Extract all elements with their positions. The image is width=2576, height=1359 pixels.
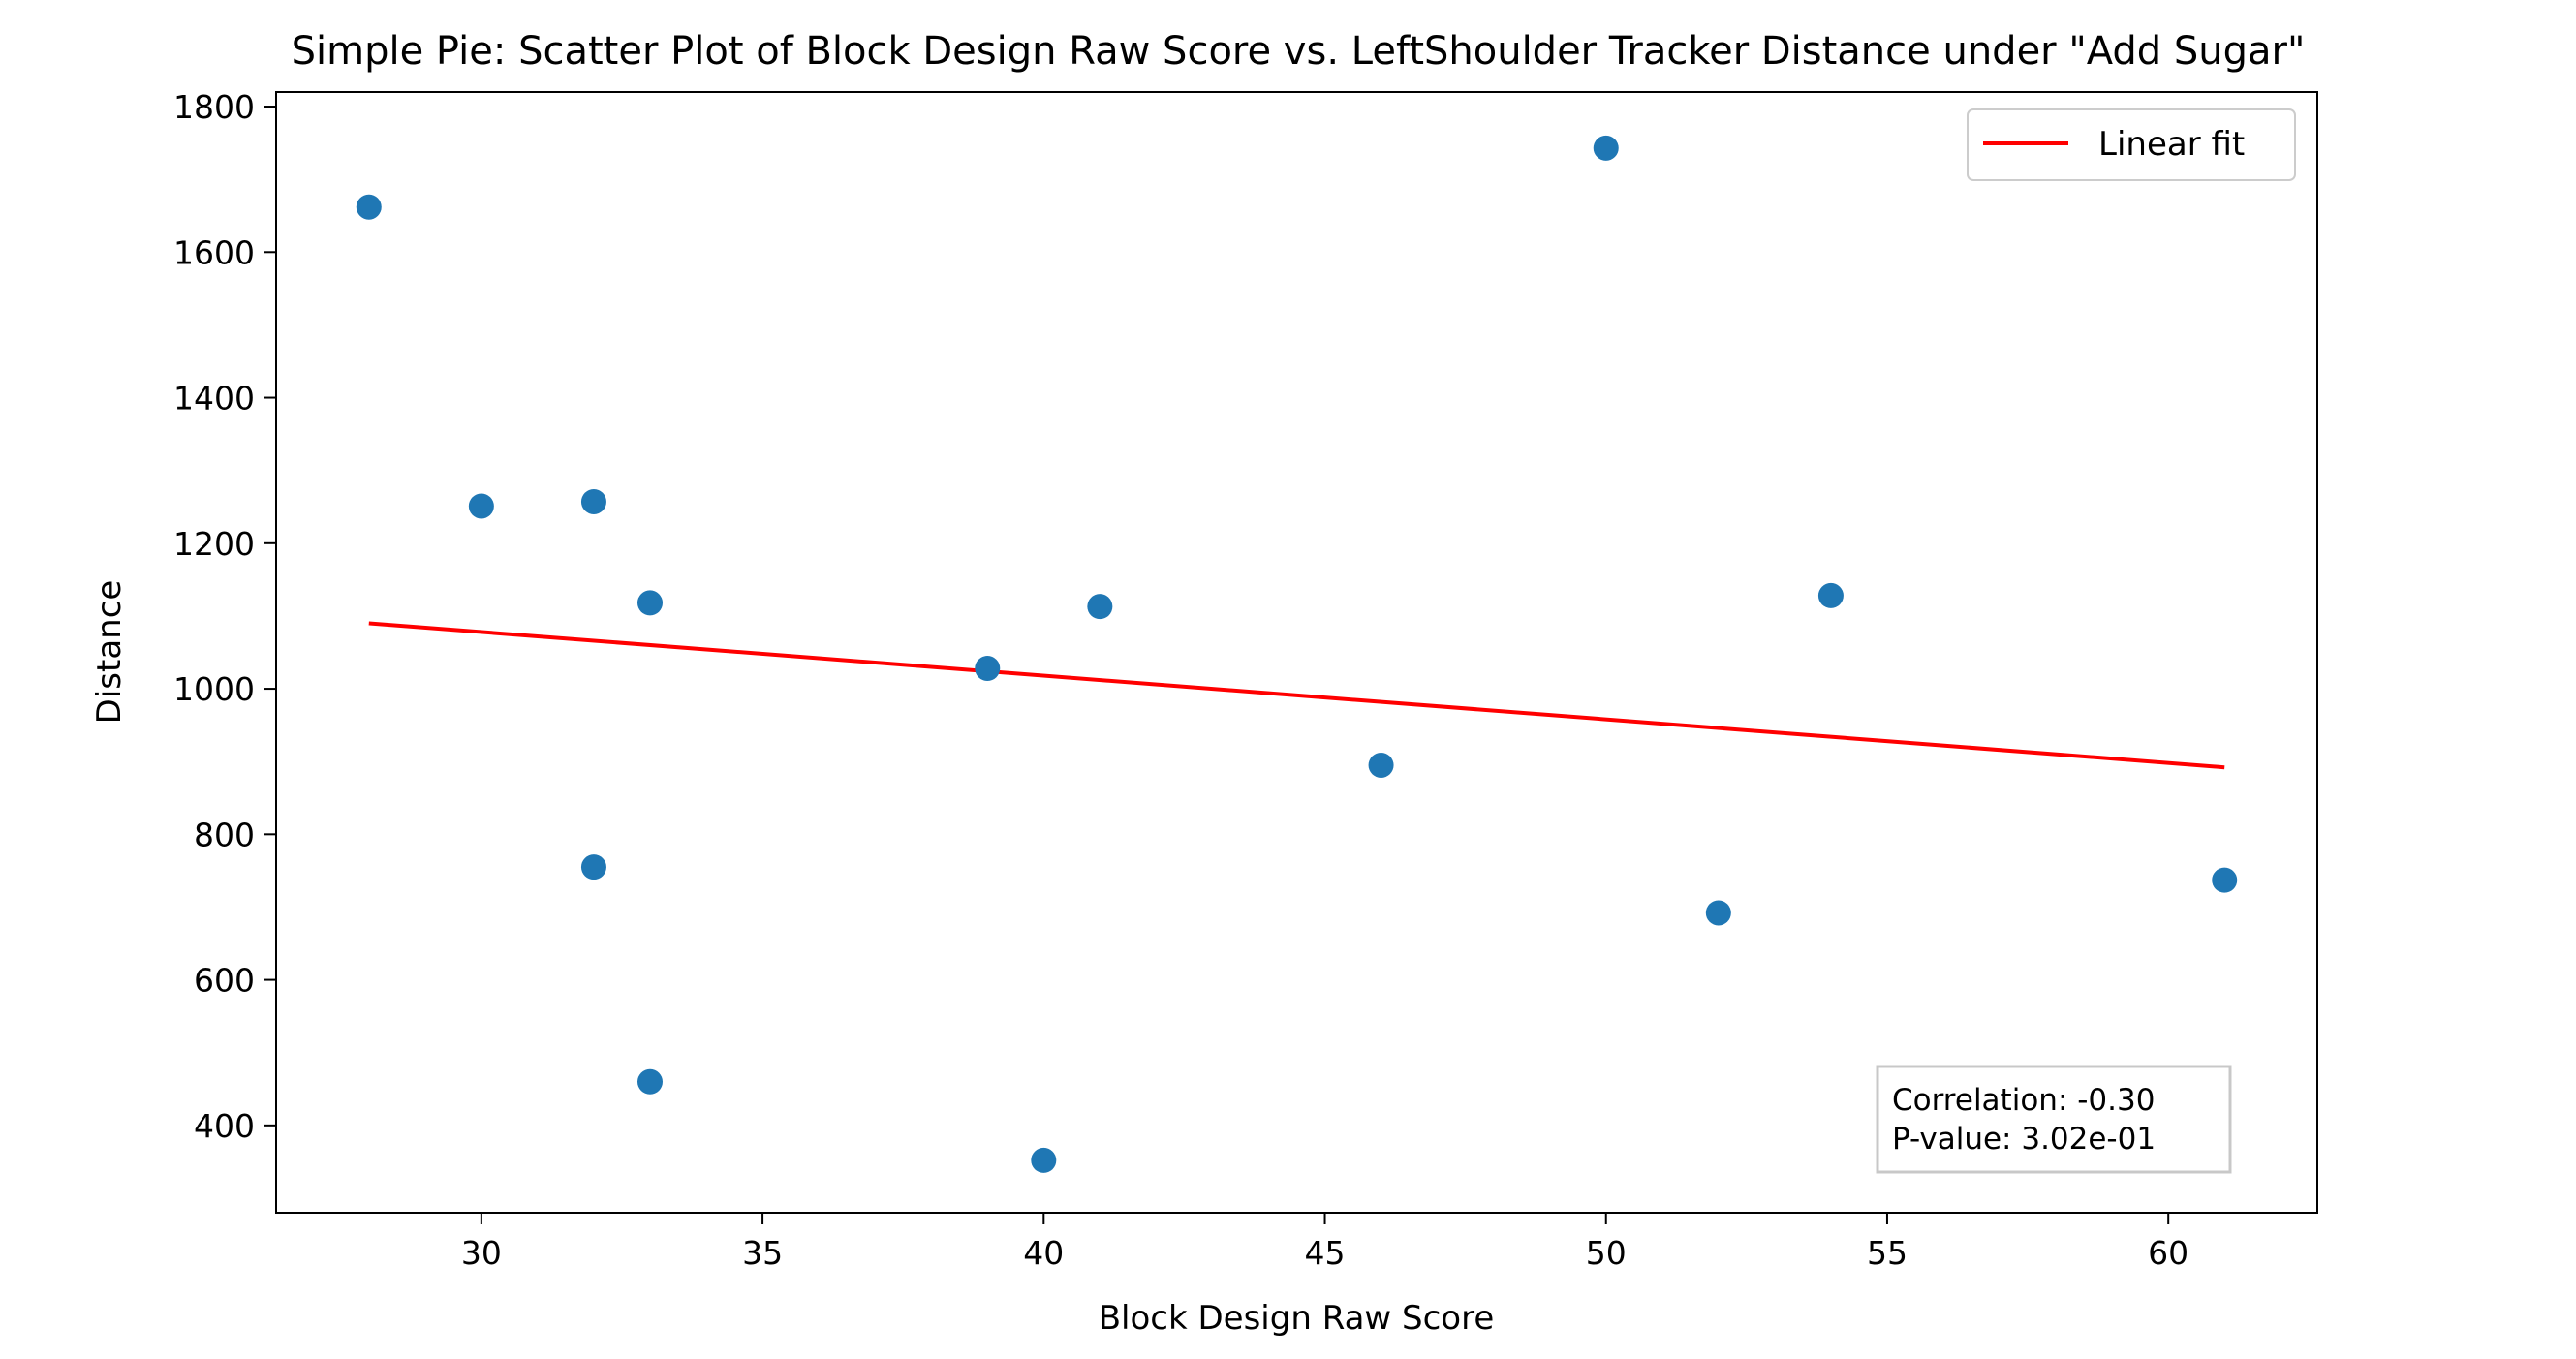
scatter-point [1368, 752, 1394, 778]
chart-title: Simple Pie: Scatter Plot of Block Design… [292, 29, 2306, 74]
scatter-point [636, 590, 663, 616]
stats-annotation: Correlation: -0.30 P-value: 3.02e-01 [1876, 1065, 2232, 1174]
scatter-point [580, 488, 606, 514]
y-tick-label: 600 [194, 962, 255, 1000]
x-axis: 30 35 40 45 50 55 60 [461, 1213, 2188, 1272]
scatter-point [468, 493, 494, 519]
x-tick-label: 55 [1867, 1234, 1908, 1272]
y-tick-label: 1000 [173, 670, 255, 708]
pvalue-text: P-value: 3.02e-01 [1892, 1122, 2156, 1157]
scatter-point [2212, 867, 2238, 893]
legend: Linear fit [1967, 108, 2296, 181]
plot-area [275, 91, 2318, 1214]
x-tick-label: 45 [1305, 1234, 1346, 1272]
y-tick-label: 1800 [173, 88, 255, 126]
fit-line-layer [368, 621, 2225, 770]
x-tick-label: 30 [461, 1234, 502, 1272]
scatter-point [1705, 900, 1731, 926]
x-tick-label: 35 [742, 1234, 783, 1272]
scatter-point [1593, 135, 1619, 161]
scatter-points [356, 135, 2238, 1173]
y-tick-label: 1200 [173, 525, 255, 563]
y-tick-label: 1400 [173, 380, 255, 417]
correlation-text: Correlation: -0.30 [1892, 1083, 2155, 1118]
x-tick-label: 60 [2148, 1234, 2188, 1272]
scatter-point [1087, 594, 1113, 620]
x-tick-label: 50 [1586, 1234, 1627, 1272]
x-axis-label: Block Design Raw Score [1099, 1299, 1495, 1338]
y-tick-label: 400 [194, 1107, 255, 1145]
plot-frame [275, 91, 2318, 1214]
scatter-point [356, 194, 382, 220]
scatter-point [580, 854, 606, 880]
linear-fit-line [368, 621, 2225, 770]
scatter-point [1817, 582, 1844, 608]
y-tick-label: 1600 [173, 233, 255, 271]
legend-label-linear-fit: Linear fit [2098, 125, 2245, 164]
scatter-point [1031, 1147, 1057, 1173]
legend-box [1967, 108, 2296, 181]
scatter-point [636, 1068, 663, 1095]
y-axis: 400 600 800 1000 1200 1400 1600 1800 [173, 88, 276, 1145]
stats-box-frame [1876, 1065, 2232, 1174]
x-tick-label: 40 [1023, 1234, 1064, 1272]
y-axis-label: Distance [90, 580, 129, 725]
y-tick-label: 800 [194, 816, 255, 853]
scatter-point [975, 656, 1001, 682]
